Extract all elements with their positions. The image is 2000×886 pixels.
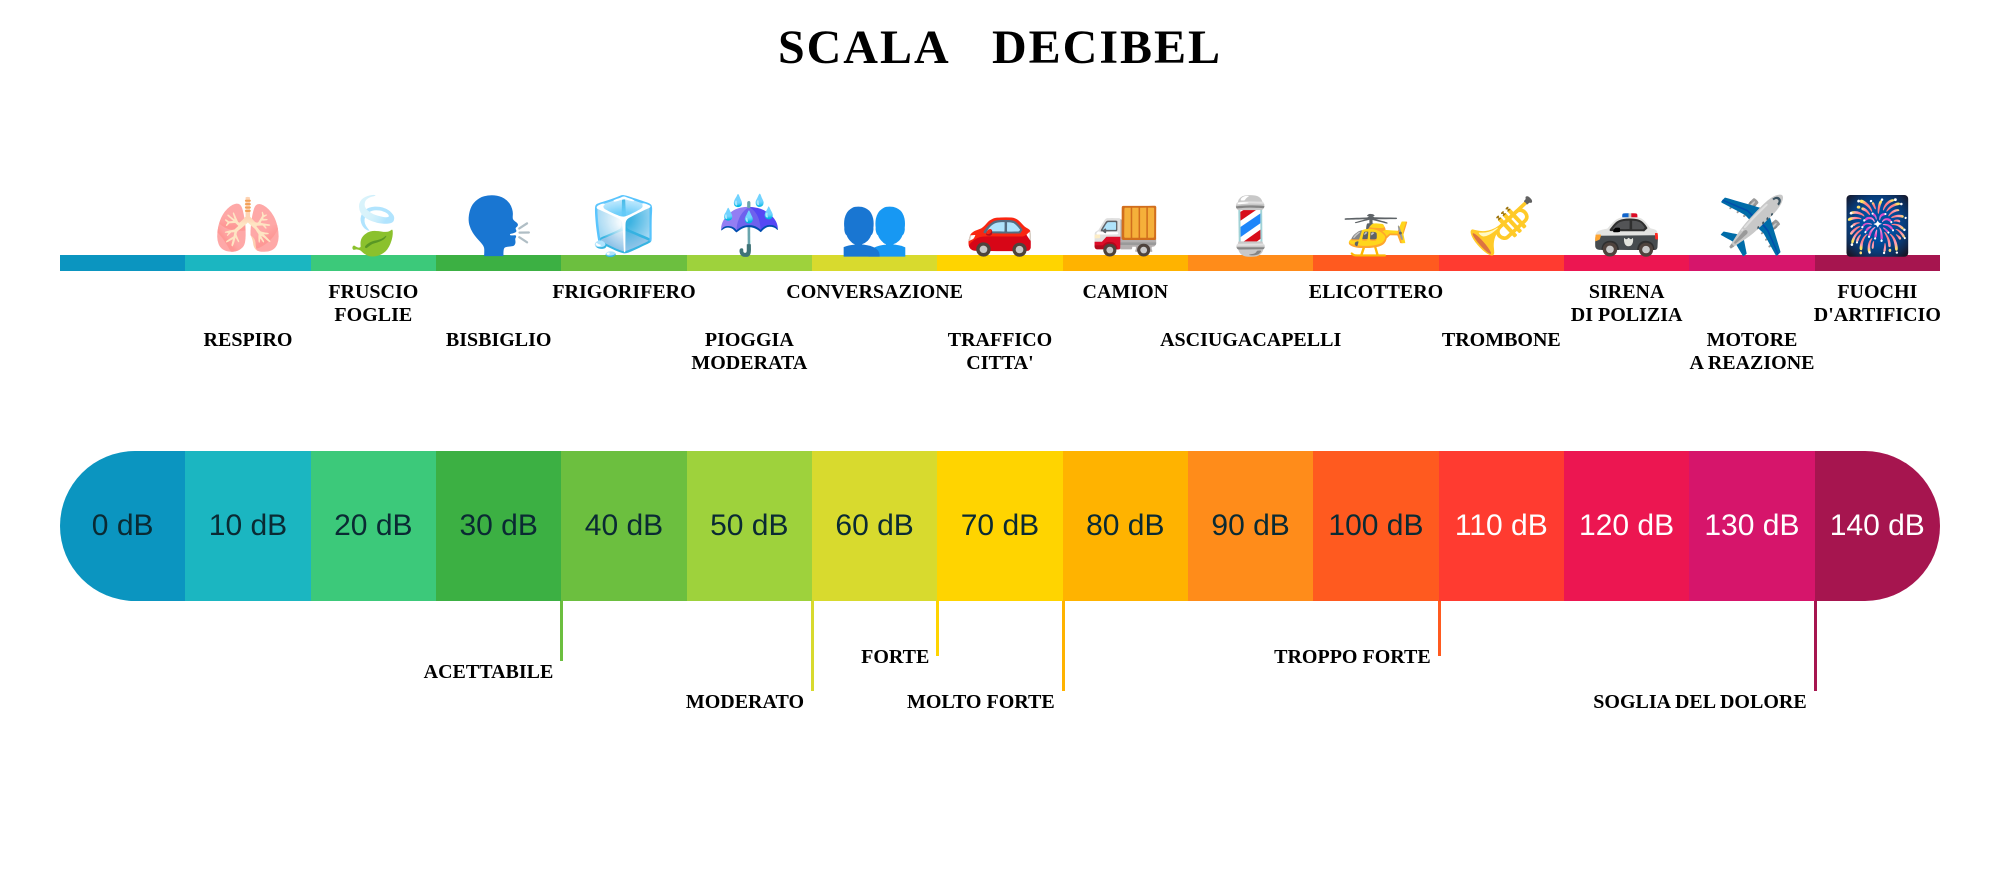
police-car-icon: 🚓 bbox=[1592, 199, 1662, 255]
source-labels: FRUSCIOFOGLIE FRIGORIFERO CONVERSAZIONE CAM… bbox=[60, 281, 1940, 431]
truck-icon: 🚚 bbox=[1090, 199, 1160, 255]
threshold-tick bbox=[560, 601, 563, 661]
source-label: CONVERSAZIONE bbox=[786, 281, 963, 304]
lungs-icon: 🫁 bbox=[213, 199, 283, 255]
threshold-label: SOGLIA DEL DOLORE bbox=[1593, 691, 1806, 714]
page-title: SCALA DECIBEL bbox=[20, 20, 1980, 75]
db-segment: 20 dB bbox=[311, 451, 436, 601]
threshold-tick bbox=[1438, 601, 1441, 656]
threshold-label: MODERATO bbox=[686, 691, 804, 714]
source-label: FRUSCIOFOGLIE bbox=[328, 281, 418, 327]
threshold-markers: ACETTABILE MODERATO FORTE MOLTO FORTE TROPPO… bbox=[60, 601, 1940, 781]
db-segment: 30 dB bbox=[436, 451, 561, 601]
source-label: SIRENADI POLIZIA bbox=[1571, 281, 1683, 327]
fridge-icon: 🧊 bbox=[589, 199, 659, 255]
whisper-icon: 🗣️ bbox=[464, 199, 534, 255]
leaves-icon: 🍃 bbox=[338, 199, 408, 255]
db-segment: 90 dB bbox=[1188, 451, 1313, 601]
threshold-tick bbox=[1062, 601, 1065, 691]
db-segment: 50 dB bbox=[687, 451, 812, 601]
db-segment: 60 dB bbox=[812, 451, 937, 601]
db-segment: 40 dB bbox=[561, 451, 686, 601]
threshold-tick bbox=[936, 601, 939, 656]
source-label: ASCIUGACAPELLI bbox=[1160, 329, 1341, 352]
threshold-tick bbox=[811, 601, 814, 691]
db-segment: 110 dB bbox=[1439, 451, 1564, 601]
car-icon: 🚗 bbox=[965, 199, 1035, 255]
helicopter-icon: 🚁 bbox=[1341, 199, 1411, 255]
threshold-label: ACETTABILE bbox=[424, 661, 554, 684]
conversation-icon: 👥 bbox=[840, 199, 910, 255]
source-label: MOTOREA REAZIONE bbox=[1689, 329, 1814, 375]
db-segment: 70 dB bbox=[937, 451, 1062, 601]
db-segment: 100 dB bbox=[1313, 451, 1438, 601]
source-label: CAMION bbox=[1083, 281, 1169, 304]
gradient-segment bbox=[60, 255, 185, 271]
source-label: TRAFFICOCITTA' bbox=[948, 329, 1052, 375]
db-segment: 80 dB bbox=[1063, 451, 1188, 601]
umbrella-icon: ☔ bbox=[714, 199, 784, 255]
db-segment: 10 dB bbox=[185, 451, 310, 601]
source-label: BISBIGLIO bbox=[446, 329, 552, 352]
db-segment: 140 dB bbox=[1815, 451, 1940, 601]
threshold-tick bbox=[1814, 601, 1817, 691]
db-segment: 0 dB bbox=[60, 451, 185, 601]
db-segment: 130 dB bbox=[1689, 451, 1814, 601]
jet-icon: ✈️ bbox=[1717, 199, 1787, 255]
hairdryer-icon: 💈 bbox=[1216, 199, 1286, 255]
source-label: FUOCHID'ARTIFICIO bbox=[1814, 281, 1941, 327]
source-label: RESPIRO bbox=[204, 329, 293, 352]
source-label: FRIGORIFERO bbox=[552, 281, 695, 304]
threshold-label: FORTE bbox=[861, 646, 929, 669]
fireworks-icon: 🎆 bbox=[1842, 199, 1912, 255]
source-label: ELICOTTERO bbox=[1309, 281, 1443, 304]
threshold-label: TROPPO FORTE bbox=[1274, 646, 1431, 669]
source-label: PIOGGIAMODERATA bbox=[691, 329, 807, 375]
db-segment: 120 dB bbox=[1564, 451, 1689, 601]
decibel-pill: 0 dB10 dB20 dB30 dB40 dB50 dB60 dB70 dB8… bbox=[60, 451, 1940, 601]
source-label: TROMBONE bbox=[1442, 329, 1561, 352]
trombone-icon: 🎺 bbox=[1466, 199, 1536, 255]
threshold-label: MOLTO FORTE bbox=[907, 691, 1055, 714]
icons-row: 🫁 🍃 🗣️ 🧊 ☔ 👥 🚗 🚚 💈 🚁 🎺 🚓 ✈️ 🎆 bbox=[60, 115, 1940, 255]
